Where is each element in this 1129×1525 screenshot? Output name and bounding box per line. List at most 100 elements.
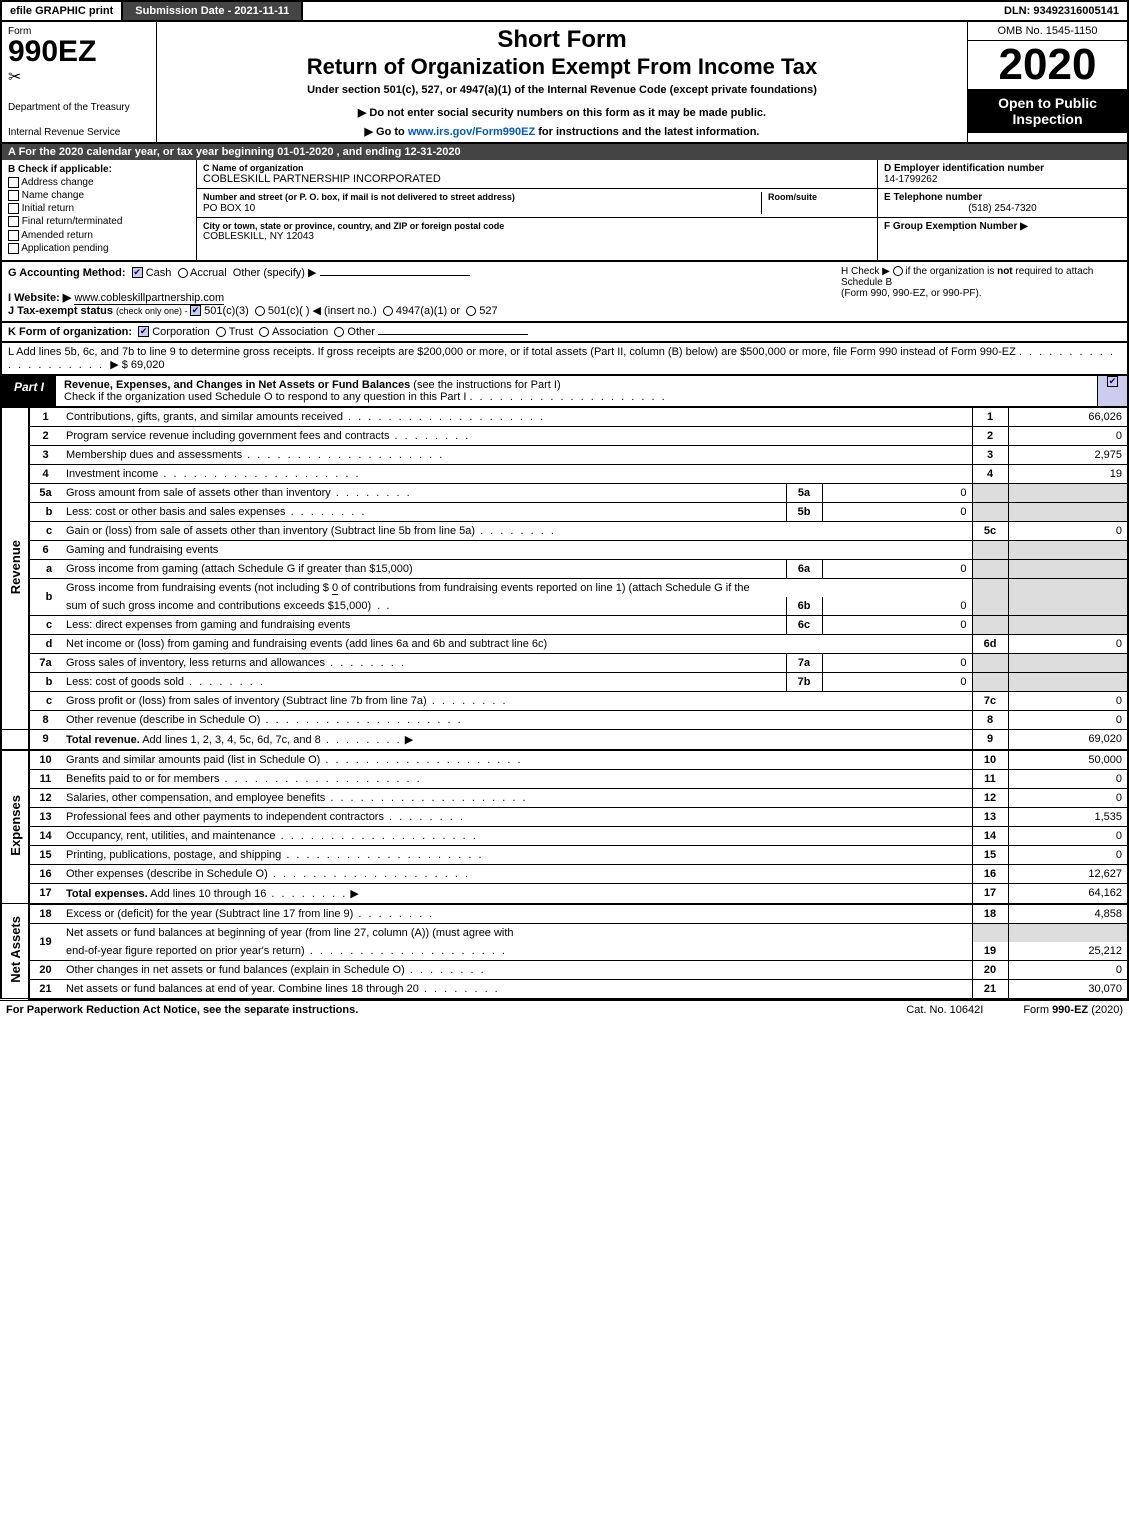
form-number: 990EZ (8, 37, 150, 67)
c-addr-label: Number and street (or P. O. box, if mail… (203, 192, 515, 202)
table-row: 15 Printing, publications, postage, and … (1, 845, 1128, 864)
rl-4: 4 (972, 464, 1008, 483)
chk-final-return[interactable] (8, 216, 19, 227)
table-row: 20 Other changes in net assets or fund b… (1, 960, 1128, 979)
irs-link[interactable]: www.irs.gov/Form990EZ (408, 126, 535, 138)
footer-paperwork: For Paperwork Reduction Act Notice, see … (6, 1004, 866, 1016)
other-org-input[interactable] (378, 334, 528, 335)
desc-9: Total revenue. (66, 734, 140, 746)
lbl-initial-return: Initial return (22, 203, 74, 214)
desc-3: Membership dues and assessments (66, 449, 242, 461)
desc-5b: Less: cost or other basis and sales expe… (66, 506, 286, 518)
desc-6b-2: sum of such gross income and contributio… (66, 600, 371, 612)
omb-number: OMB No. 1545-1150 (968, 22, 1127, 41)
chk-accrual[interactable] (178, 268, 188, 278)
lbl-name-change: Name change (22, 190, 84, 201)
under-section: Under section 501(c), 527, or 4947(a)(1)… (167, 84, 957, 96)
desc-17: Total expenses. (66, 888, 148, 900)
rl-21: 21 (972, 979, 1008, 999)
ln-14: 14 (29, 826, 61, 845)
lbl-final-return: Final return/terminated (22, 217, 123, 228)
table-row: 21 Net assets or fund balances at end of… (1, 979, 1128, 999)
desc-2: Program service revenue including govern… (66, 430, 389, 442)
ln-2: 2 (29, 426, 61, 445)
ln-11: 11 (29, 769, 61, 788)
chk-h-not-required[interactable] (893, 266, 903, 276)
desc-15: Printing, publications, postage, and shi… (66, 849, 281, 861)
val-20: 0 (1008, 960, 1128, 979)
sv-5a: 0 (822, 483, 972, 502)
website[interactable]: www.cobleskillpartnership.com (74, 292, 224, 305)
arrow-icon (347, 888, 359, 900)
val-12: 0 (1008, 788, 1128, 807)
return-title: Return of Organization Exempt From Incom… (167, 54, 957, 80)
desc-5c: Gain or (loss) from sale of assets other… (66, 525, 475, 537)
form-header: Form 990EZ ✂ Department of the Treasury … (0, 20, 1129, 144)
goto-pre: ▶ Go to (365, 126, 408, 138)
chk-501c3[interactable] (190, 305, 201, 316)
chk-address-change[interactable] (8, 177, 19, 188)
sv-6a: 0 (822, 559, 972, 578)
other-method-input[interactable] (320, 275, 470, 276)
lbl-association: Association (272, 326, 328, 338)
sl-7b: 7b (786, 672, 822, 691)
val-18: 4,858 (1008, 904, 1128, 924)
ln-12: 12 (29, 788, 61, 807)
chk-other-org[interactable] (334, 327, 344, 337)
chk-cash[interactable] (132, 267, 143, 278)
rl-8: 8 (972, 710, 1008, 729)
table-row: 2 Program service revenue including gove… (1, 426, 1128, 445)
rl-10: 10 (972, 750, 1008, 770)
desc-6a: Gross income from gaming (attach Schedul… (61, 559, 786, 578)
desc-4: Investment income (66, 468, 158, 480)
footer-formref: Form 990-EZ (2020) (1023, 1004, 1123, 1016)
chk-4947[interactable] (383, 306, 393, 316)
ln-6d: d (29, 634, 61, 653)
desc-16: Other expenses (describe in Schedule O) (66, 868, 268, 880)
sv-6c: 0 (822, 615, 972, 634)
ln-5b: b (29, 502, 61, 521)
sl-5b: 5b (786, 502, 822, 521)
val-7c: 0 (1008, 691, 1128, 710)
org-name: COBLESKILL PARTNERSHIP INCORPORATED (203, 173, 871, 185)
chk-association[interactable] (259, 327, 269, 337)
rl-11: 11 (972, 769, 1008, 788)
part1-check-text: Check if the organization used Schedule … (64, 391, 466, 403)
chk-schedule-o[interactable] (1107, 376, 1118, 387)
table-row: 19 Net assets or fund balances at beginn… (1, 923, 1128, 942)
chk-application-pending[interactable] (8, 243, 19, 254)
lbl-address-change: Address change (21, 177, 93, 188)
rl-12: 12 (972, 788, 1008, 807)
rl-13: 13 (972, 807, 1008, 826)
h-text4: (Form 990, 990-EZ, or 990-PF). (841, 288, 982, 299)
lbl-other-org: Other (347, 326, 375, 338)
chk-name-change[interactable] (8, 190, 19, 201)
chk-501c[interactable] (255, 306, 265, 316)
org-city: COBLESKILL, NY 12043 (203, 231, 871, 242)
chk-trust[interactable] (216, 327, 226, 337)
short-form-title: Short Form (167, 26, 957, 54)
rl-5c: 5c (972, 521, 1008, 540)
desc-7b: Less: cost of goods sold (66, 676, 184, 688)
box-c: C Name of organization COBLESKILL PARTNE… (197, 160, 877, 260)
chk-527[interactable] (466, 306, 476, 316)
efile-print-label[interactable]: efile GRAPHIC print (2, 2, 123, 20)
desc-10: Grants and similar amounts paid (list in… (66, 754, 320, 766)
section-l: L Add lines 5b, 6c, and 7b to line 9 to … (0, 343, 1129, 376)
desc-21: Net assets or fund balances at end of ye… (66, 983, 419, 995)
lbl-accrual: Accrual (190, 267, 227, 279)
table-row: d Net income or (loss) from gaming and f… (1, 634, 1128, 653)
e-label: E Telephone number (884, 192, 982, 203)
ln-6b: b (29, 578, 61, 615)
table-row: end-of-year figure reported on prior yea… (1, 942, 1128, 961)
phone: (518) 254-7320 (884, 203, 1121, 214)
rl-3: 3 (972, 445, 1008, 464)
desc-1: Contributions, gifts, grants, and simila… (66, 411, 343, 423)
part1-header: Part I Revenue, Expenses, and Changes in… (0, 376, 1129, 408)
table-row: sum of such gross income and contributio… (1, 597, 1128, 616)
box-b-title: B Check if applicable: (8, 164, 190, 175)
chk-initial-return[interactable] (8, 203, 19, 214)
chk-amended-return[interactable] (8, 230, 19, 241)
ln-21: 21 (29, 979, 61, 999)
chk-corporation[interactable] (138, 326, 149, 337)
